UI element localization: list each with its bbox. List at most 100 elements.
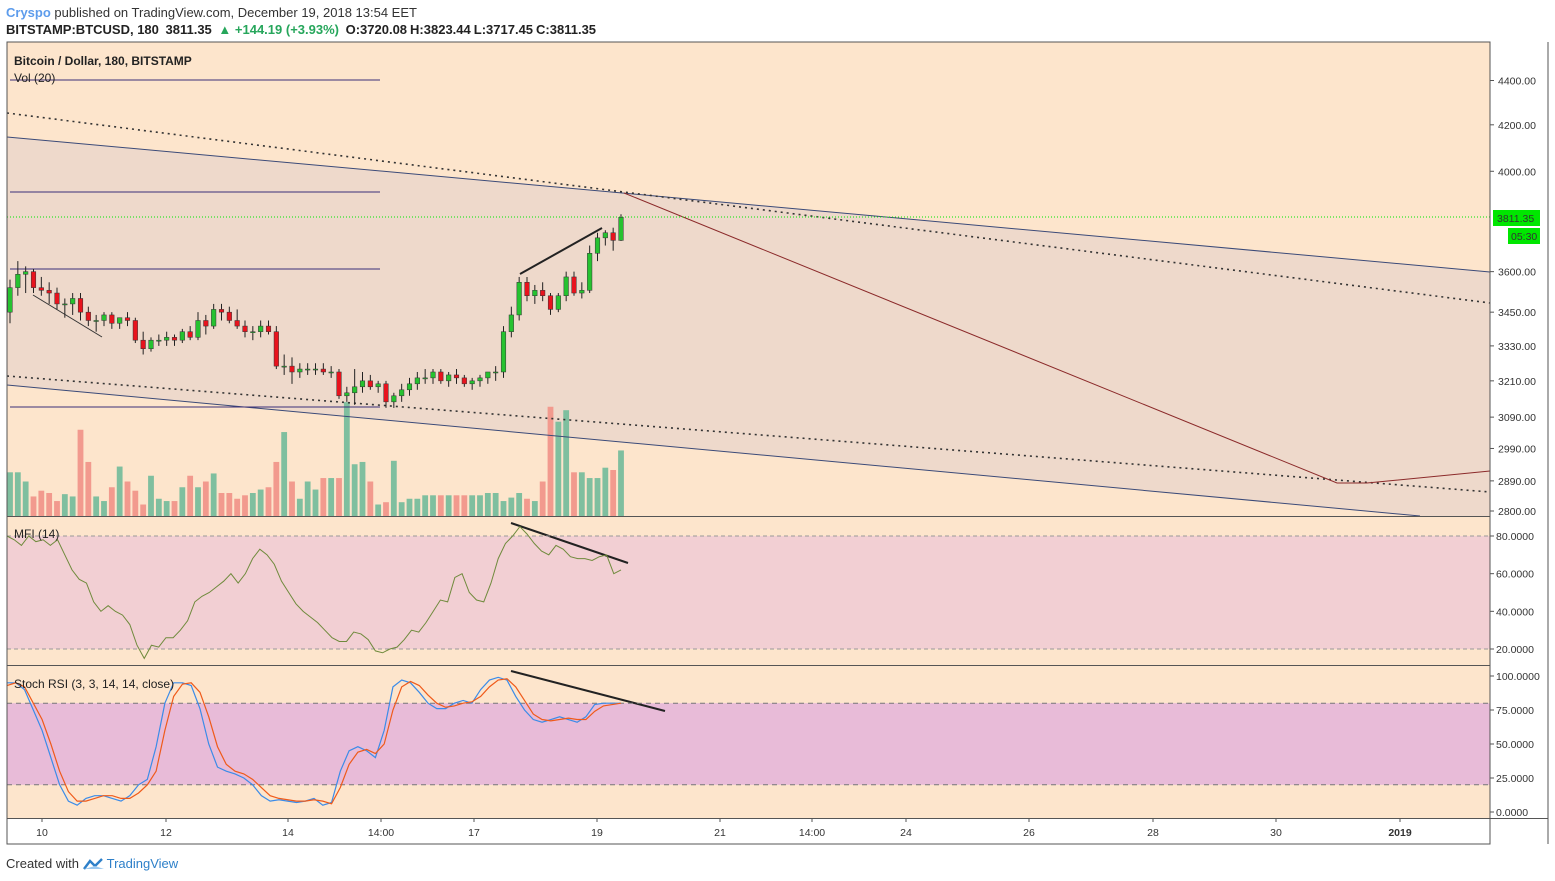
time-tick-label: 24 (900, 827, 912, 839)
candle-body (555, 295, 561, 310)
created-with-text: Created with (6, 856, 79, 871)
volume-bar (524, 498, 530, 516)
volume-bar (234, 498, 241, 516)
time-tick-label: 21 (714, 827, 726, 839)
volume-bar (437, 495, 444, 516)
candle-body (594, 237, 601, 254)
publish-info: Cryspo published on TradingView.com, Dec… (6, 5, 417, 20)
candle-body (242, 325, 248, 332)
price-tick-label: 2990.00 (1498, 443, 1536, 455)
tradingview-logo-icon (82, 857, 104, 870)
volume-bar (383, 502, 389, 516)
volume-bar (500, 501, 507, 516)
candle-body (124, 317, 131, 321)
candle-body (391, 395, 397, 403)
change-value: ▲ +144.19 (+3.93%) (218, 22, 339, 37)
candle-body (579, 290, 585, 294)
volume-bar (46, 493, 53, 516)
volume-bar (586, 478, 593, 516)
time-tick-label: 2019 (1388, 827, 1412, 839)
volume-bar (257, 489, 264, 516)
volume-bar (171, 501, 178, 516)
volume-bars (7, 402, 624, 516)
candle-body (70, 298, 76, 305)
candle-body (328, 371, 334, 374)
volume-bar (508, 497, 515, 516)
price-tick-label: 4400.00 (1498, 76, 1536, 88)
publish-text: published on TradingView.com, December 1… (54, 5, 417, 20)
dotted-support-line (6, 375, 1491, 493)
candle-body (46, 290, 52, 294)
volume-bar (226, 493, 233, 516)
volume-bar (101, 501, 107, 516)
volume-bar (359, 461, 366, 516)
x-axis-bg (7, 818, 1490, 844)
candle-body (38, 287, 44, 291)
candle-body (101, 314, 107, 321)
candle-body (305, 368, 311, 371)
candle-body (109, 314, 115, 324)
candle-body (320, 368, 326, 373)
volume-bar (320, 478, 327, 516)
volume-bar (390, 460, 397, 516)
volume-bar (547, 406, 554, 516)
volume-bar (398, 502, 405, 516)
candle-body (187, 331, 193, 338)
volume-bar (571, 472, 577, 516)
close-value: C:3811.35 (536, 22, 597, 37)
candle-body (500, 331, 507, 373)
pane-borders (6, 41, 1549, 845)
stoch-tick-label: 75.0000 (1496, 705, 1534, 717)
candle-body (195, 320, 201, 338)
volume-bar (179, 487, 186, 516)
mfi-tick-label: 40.0000 (1496, 606, 1534, 618)
author-name[interactable]: Cryspo (6, 5, 51, 20)
volume-bar (578, 472, 585, 516)
candle-body (516, 282, 522, 316)
candle-body (469, 380, 475, 385)
candles (7, 214, 624, 408)
stoch-k-line (7, 676, 621, 806)
time-tick-label: 14 (282, 827, 294, 839)
stoch-legend: Stoch RSI (3, 3, 14, 14, close) (14, 677, 174, 691)
candle-body (171, 337, 178, 341)
candle-body (289, 365, 295, 373)
candle-body (62, 303, 68, 306)
time-tick-label: 30 (1270, 827, 1282, 839)
candle-body (602, 232, 608, 239)
volume-bar (461, 495, 468, 516)
volume-bar (555, 421, 562, 516)
drawings (6, 79, 1491, 712)
volume-bar (273, 461, 280, 516)
candle-body (258, 325, 264, 332)
price-axis[interactable]: 4400.00 4200.00 4000.00 3600.00 3450.00 3330.… (1490, 76, 1540, 820)
price-tick-label: 3090.00 (1498, 412, 1536, 424)
volume-bar (218, 493, 225, 516)
price-axis-bg (1490, 42, 1548, 844)
price-tick-label: 3600.00 (1498, 267, 1536, 279)
time-tick-label: 10 (36, 827, 48, 839)
volume-bar (187, 475, 194, 516)
volume-bar (155, 498, 162, 516)
volume-bar (54, 501, 60, 516)
volume-bar (343, 402, 350, 516)
candle-body (85, 311, 91, 321)
volume-bar (610, 470, 617, 516)
vol-legend: Vol (20) (14, 71, 55, 85)
candle-body (367, 380, 373, 388)
candle-body (461, 377, 467, 385)
time-axis[interactable]: 10 12 14 14:00 17 19 21 14:00 24 26 28 30 2019 (36, 818, 1412, 839)
stoch-tick-label: 0.0000 (1496, 807, 1528, 819)
candle-body (524, 282, 530, 296)
candle-body (23, 271, 29, 275)
volume-bar (289, 481, 295, 516)
volume-bar (93, 496, 100, 516)
candle-body (508, 314, 514, 332)
volume-bar (242, 495, 248, 516)
volume-bar (281, 432, 288, 516)
tradingview-brand[interactable]: TradingView (106, 856, 179, 871)
candle-body (281, 365, 287, 368)
time-tick-label: 28 (1147, 827, 1159, 839)
candle-body (132, 320, 138, 341)
